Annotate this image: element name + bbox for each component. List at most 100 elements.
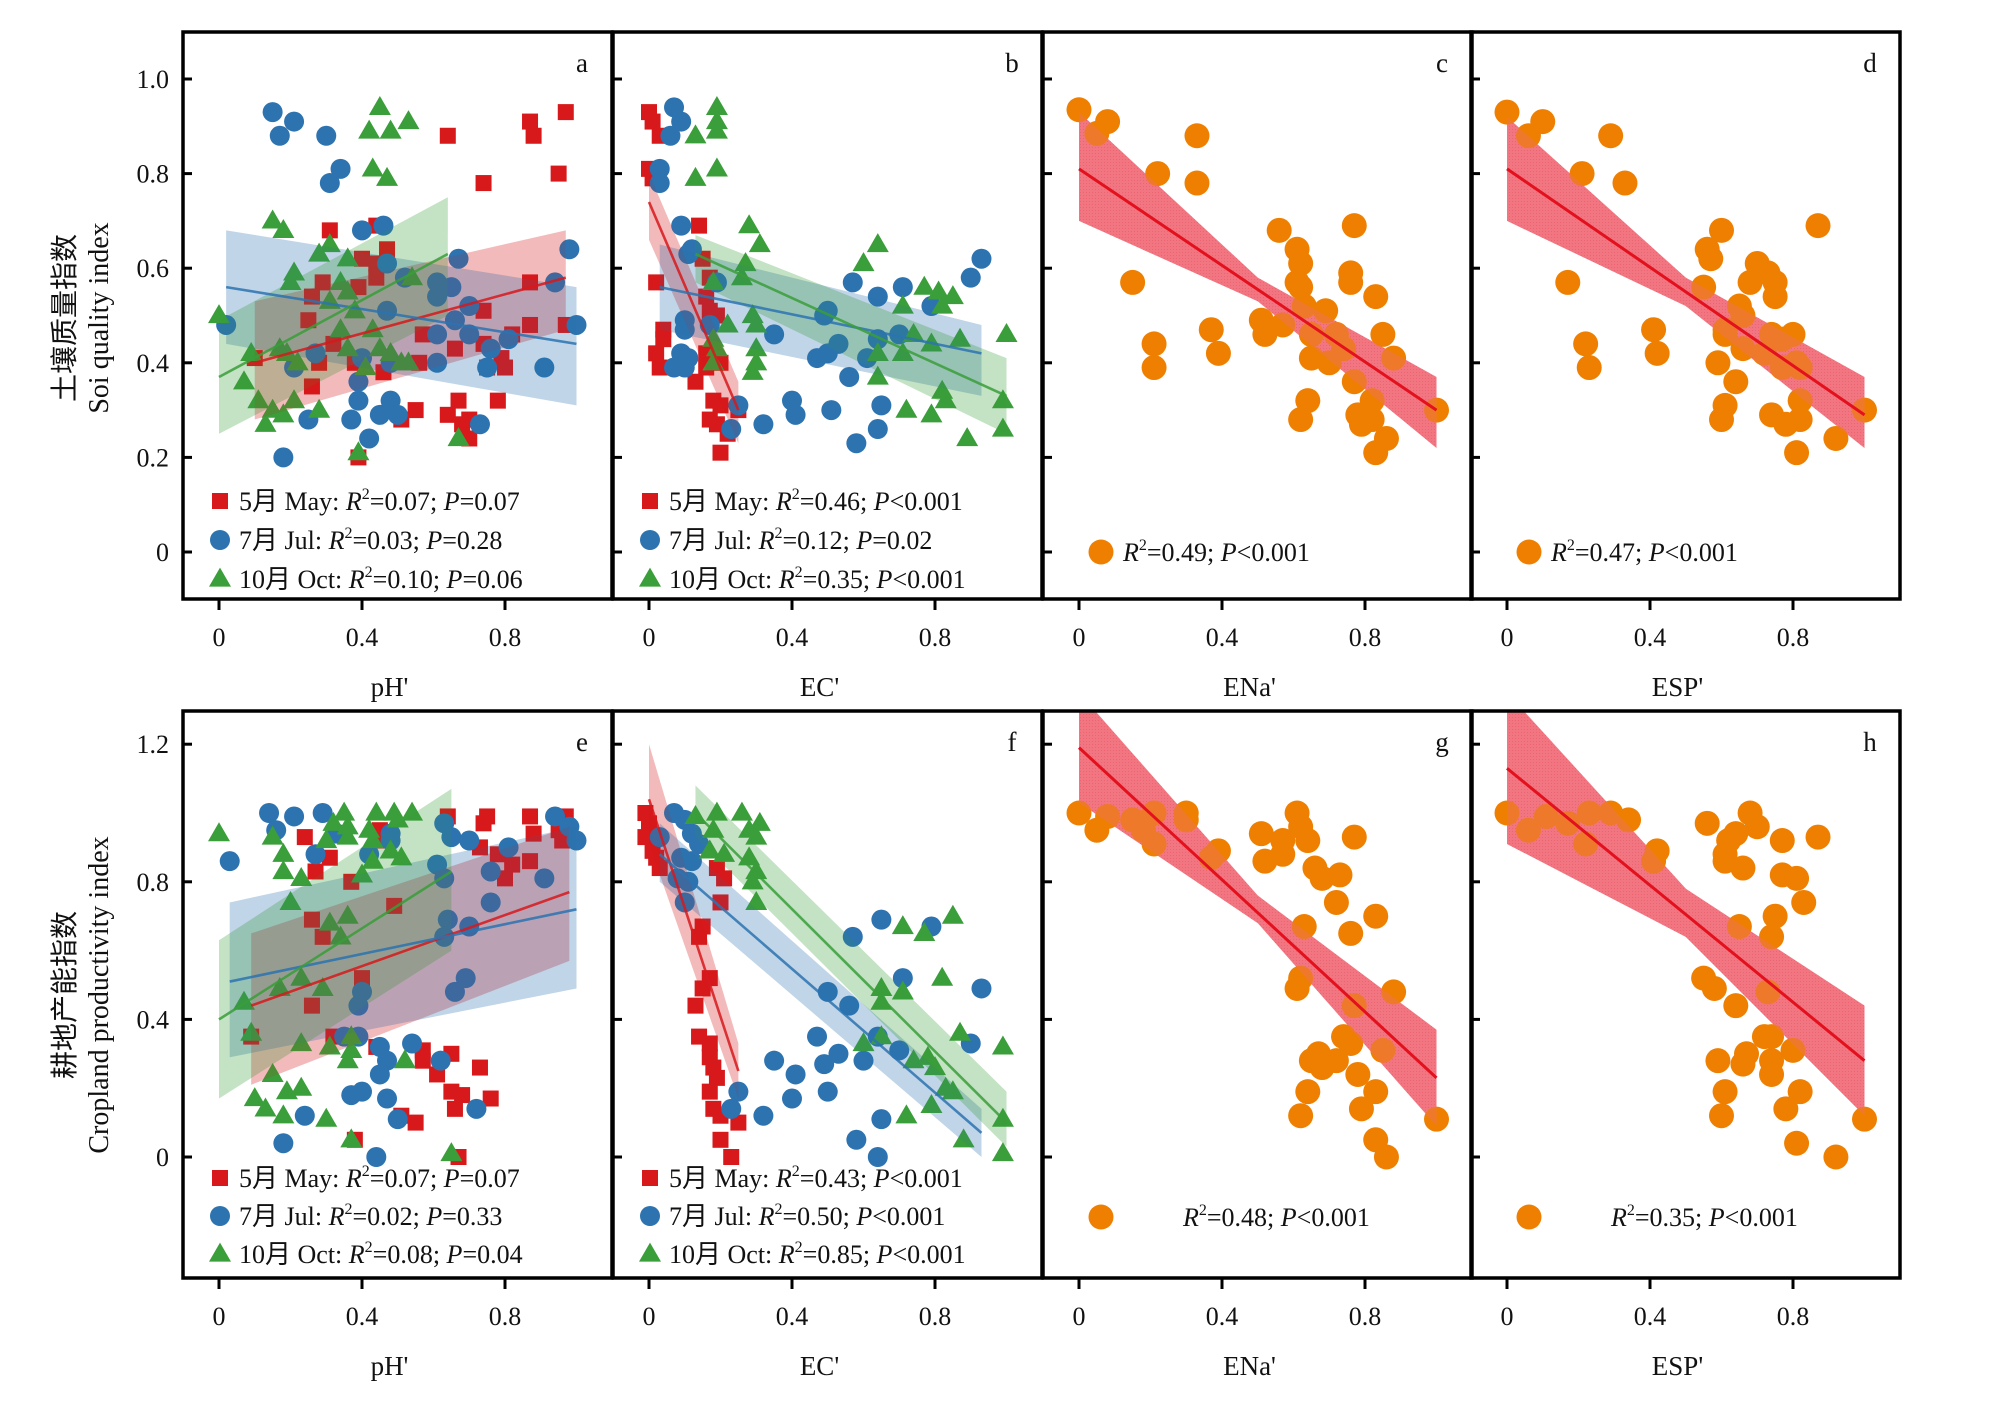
data-point-jul <box>305 844 326 865</box>
x-tick-label: 0.8 <box>1349 1302 1382 1331</box>
data-point-single <box>1569 161 1595 187</box>
legend: R2=0.49; P<0.001 <box>1088 537 1310 567</box>
data-point-jul <box>480 892 501 913</box>
data-point-oct <box>924 1056 946 1076</box>
data-point-oct <box>336 904 359 924</box>
legend-marker-oct <box>209 1242 231 1262</box>
data-point-may <box>350 279 367 296</box>
data-point-single <box>1616 807 1642 833</box>
data-point-single <box>1338 1030 1364 1056</box>
legend-marker-jul <box>640 530 660 550</box>
legend-marker <box>1516 1204 1542 1230</box>
data-point-may <box>414 326 431 343</box>
data-point-oct <box>401 801 424 821</box>
data-point-oct <box>941 1080 964 1100</box>
legend: R2=0.35; P<0.001 <box>1516 1202 1798 1232</box>
data-point-oct <box>397 110 420 130</box>
legend-marker <box>1088 539 1114 565</box>
data-point-oct <box>991 1142 1014 1162</box>
data-points <box>1494 800 1877 1170</box>
x-tick-label: 0 <box>213 1302 226 1331</box>
data-point-single <box>1338 269 1364 295</box>
x-tick-label: 0.4 <box>1634 1302 1667 1331</box>
data-point-jul <box>545 806 566 827</box>
ci-band-single <box>1079 112 1437 448</box>
data-point-oct <box>379 341 402 361</box>
data-point-jul <box>466 1098 487 1119</box>
data-point-single <box>1759 1024 1785 1050</box>
data-point-single <box>1341 369 1367 395</box>
y-tick-label: 1.0 <box>137 65 170 94</box>
fit-line-may <box>647 798 740 1072</box>
data-point-jul <box>319 173 340 194</box>
x-axis-label: EC' <box>800 1351 839 1381</box>
legend-marker-jul <box>640 1206 660 1226</box>
fit-line-single <box>1078 167 1438 412</box>
data-point-jul <box>480 861 501 882</box>
data-point-jul <box>455 968 476 989</box>
data-point-single <box>1288 250 1314 276</box>
data-point-oct <box>866 365 889 385</box>
data-point-single <box>1730 303 1756 328</box>
data-point-may <box>475 302 492 319</box>
legend-entry-text: 10月 Oct: R2=0.85; P<0.001 <box>669 1239 966 1269</box>
data-point-may <box>450 392 467 409</box>
data-point-may <box>354 970 370 987</box>
data-point-jul <box>846 1129 867 1150</box>
data-point-oct <box>386 808 409 828</box>
data-points <box>641 95 1018 461</box>
ci-band-overlay-jul <box>229 826 577 1058</box>
data-point-single <box>1363 1079 1389 1105</box>
data-point-jul <box>721 419 742 440</box>
data-point-oct <box>254 1097 277 1117</box>
data-point-jul <box>649 173 670 194</box>
data-point-oct <box>272 860 295 880</box>
fit-line-oct <box>694 252 1008 398</box>
legend-item-jul: 7月 Jul: R2=0.12; P=0.02 <box>640 525 932 555</box>
ci-band-overlay-may <box>649 744 739 1099</box>
data-point-jul <box>753 1105 774 1126</box>
data-point-may <box>379 241 396 258</box>
data-point-oct <box>891 341 914 361</box>
fit-lines <box>218 870 577 1021</box>
data-point-jul <box>660 125 681 146</box>
fit-line-single <box>1077 746 1438 1079</box>
data-point-may <box>655 331 672 348</box>
panel-a: 0 0.2 0.4 0.6 0.8 1.0 0 0.4 0.8 pH' a 5月 May: R2=0.… <box>137 30 614 702</box>
x-tick-label: 0.4 <box>776 1302 809 1331</box>
data-point-single <box>1730 855 1756 881</box>
data-point-jul <box>566 314 587 335</box>
legend-marker-jul <box>210 1206 230 1226</box>
data-point-single <box>1095 803 1121 829</box>
data-point-jul <box>681 851 702 872</box>
data-point-single <box>1576 800 1602 826</box>
data-point-jul <box>316 125 337 146</box>
data-point-jul <box>674 357 695 378</box>
data-point-jul <box>273 447 294 468</box>
ci-band-overlay-oct <box>695 235 1007 434</box>
data-point-single <box>1691 274 1717 300</box>
data-point-single <box>1248 821 1274 847</box>
data-point-single <box>1737 269 1763 295</box>
data-point-oct <box>684 124 707 144</box>
data-point-jul <box>871 1109 892 1130</box>
data-point-oct <box>283 389 306 409</box>
data-point-jul <box>649 158 670 179</box>
data-point-may <box>307 863 324 880</box>
data-point-single <box>1709 1103 1734 1129</box>
data-point-single <box>1295 388 1321 414</box>
data-point-jul <box>839 995 860 1016</box>
data-point-may <box>407 1114 424 1131</box>
data-point-oct <box>741 870 764 890</box>
data-point-oct <box>705 119 728 139</box>
y-tick-label: 0.4 <box>137 349 170 378</box>
ci-band-overlay-may <box>254 230 566 420</box>
panel-letter: f <box>1008 727 1017 757</box>
data-point-jul <box>764 1050 785 1071</box>
data-point-jul <box>764 324 785 345</box>
data-point-jul <box>273 1133 294 1154</box>
row-1-y-axis-title: 耕地产能指数 Cropland productivity index <box>49 836 115 1153</box>
x-axis-label: ESP' <box>1652 1351 1703 1381</box>
legend-marker-may <box>212 1170 228 1186</box>
data-point-may <box>708 1069 725 1086</box>
